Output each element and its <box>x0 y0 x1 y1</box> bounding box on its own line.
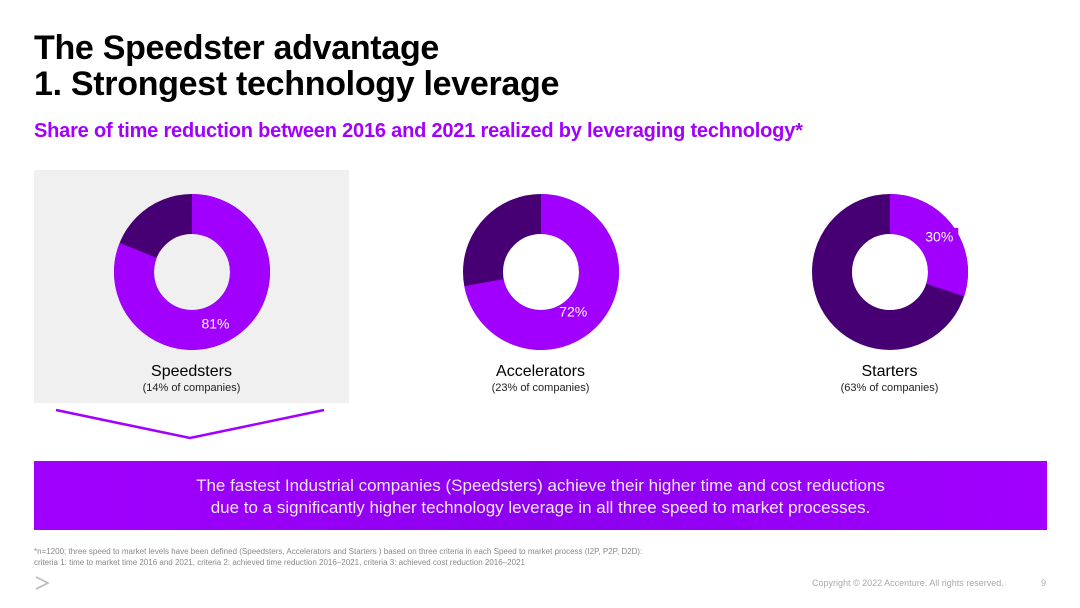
banner-line-2: due to a significantly higher technology… <box>210 498 871 517</box>
data-label: 81% <box>201 315 229 331</box>
footnote-line-2: criteria 1: time to market time 2016 and… <box>34 558 525 567</box>
chart-note-accelerators: (23% of companies) <box>491 382 590 394</box>
chart-subtitle: Share of time reduction between 2016 and… <box>34 120 803 142</box>
chart-starters: 30% Starters (63% of companies) <box>732 170 1047 403</box>
title-line-1: The Speedster advantage <box>34 29 440 67</box>
donut-starters: 30% <box>812 194 968 350</box>
chart-name-starters: Starters <box>861 363 918 380</box>
donut-value-slice <box>812 194 968 350</box>
speedsters-pointer-chevron <box>55 408 325 440</box>
donut-value-slice <box>114 194 270 350</box>
donut-accelerators: 72% <box>463 194 619 350</box>
donut-speedsters: 81% <box>114 194 270 350</box>
banner-line-1: The fastest Industrial companies (Speeds… <box>196 476 885 495</box>
key-insight-banner: The fastest Industrial companies (Speeds… <box>34 461 1047 530</box>
page-title: The Speedster advantage 1. Strongest tec… <box>34 30 559 102</box>
chart-note-starters: (63% of companies) <box>840 382 939 394</box>
chart-accelerators: 72% Accelerators (23% of companies) <box>383 170 698 403</box>
chart-note-speedsters: (14% of companies) <box>142 382 241 394</box>
footnote-line-1: *n=1200; three speed to market levels ha… <box>34 547 643 556</box>
chart-speedsters: 81% Speedsters (14% of companies) <box>34 170 349 403</box>
chart-name-accelerators: Accelerators <box>496 363 585 380</box>
data-label-background <box>920 227 959 248</box>
chart-name-speedsters: Speedsters <box>151 363 232 380</box>
data-label: 72% <box>559 303 587 319</box>
title-line-2: 1. Strongest technology leverage <box>34 65 560 103</box>
data-label: 30% <box>925 229 953 245</box>
donut-value-slice <box>463 194 619 350</box>
page-number: 9 <box>1041 578 1047 588</box>
footnote: *n=1200; three speed to market levels ha… <box>34 546 642 568</box>
copyright-text: Copyright © 2022 Accenture. All rights r… <box>812 578 1004 588</box>
accenture-logo-icon <box>35 576 50 590</box>
